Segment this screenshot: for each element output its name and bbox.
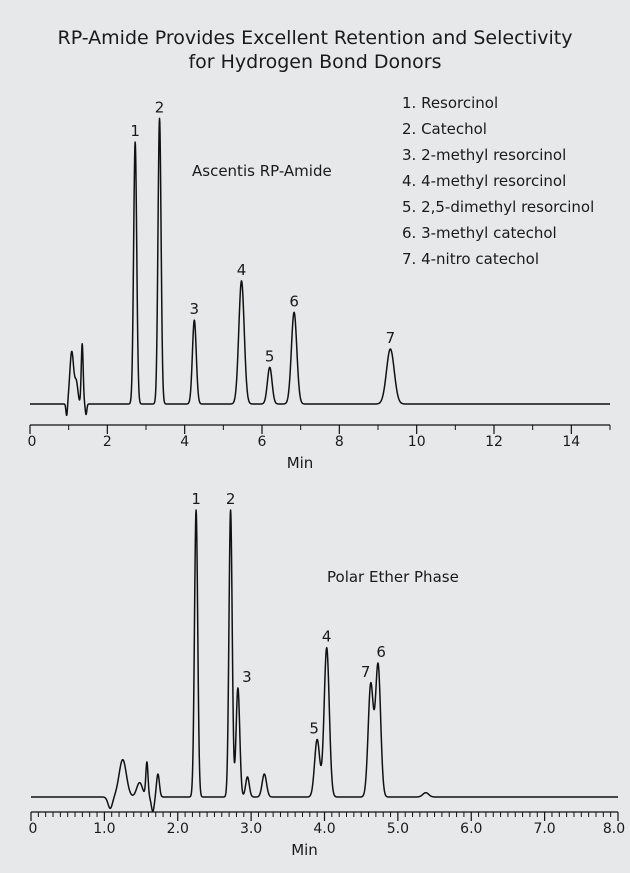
peak-label-2: 2 [155,98,165,116]
x-tick-label: 2 [103,434,112,450]
x-tick-label: 7.0 [533,821,555,837]
peak-label-2: 2 [226,490,236,508]
x-tick-label: 0 [29,821,38,837]
peak-label-4: 4 [237,261,247,279]
legend-item-5: 5. 2,5-dimethyl resorcinol [402,198,594,216]
legend-item-2: 2. Catechol [402,120,487,138]
legend-item-3: 3. 2-methyl resorcinol [402,146,566,164]
peak-legend: 1. Resorcinol 2. Catechol 3. 2-methyl re… [402,94,594,268]
x-tick-label: 0 [28,434,37,450]
peak-label-6: 6 [289,292,299,310]
legend-item-7: 7. 4-nitro catechol [402,250,539,268]
peak-label-3: 3 [190,300,200,318]
chromatogram-trace [29,117,611,417]
x-tick-label: 8.0 [603,821,625,837]
x-tick-label: 6.0 [460,821,482,837]
peak-label-4: 4 [322,628,332,646]
x-tick-label: 8 [335,434,344,450]
x-tick-label: 2.0 [167,821,189,837]
x-tick-label: 4 [180,434,189,450]
peak-label-3: 3 [242,668,252,686]
x-axis-label: Min [287,454,314,472]
x-tick-label: 12 [485,434,503,450]
title-line-2: for Hydrogen Bond Donors [188,51,442,73]
x-tick-label: 4.0 [313,821,335,837]
x-tick-label: 3.0 [240,821,262,837]
x-tick-label: 1.0 [93,821,115,837]
chromatogram-trace [30,509,619,813]
x-tick-label: 6 [258,434,267,450]
x-tick-label: 10 [408,434,426,450]
peak-label-7: 7 [361,663,371,681]
peak-label-6: 6 [376,643,386,661]
peak-label-1: 1 [191,490,201,508]
legend-item-6: 6. 3-methyl catechol [402,224,557,242]
x-tick-label: 5.0 [387,821,409,837]
peak-label-1: 1 [130,122,140,140]
legend-item-1: 1. Resorcinol [402,94,498,112]
x-tick-label: 14 [562,434,580,450]
figure-title: RP-Amide Provides Excellent Retention an… [0,26,630,74]
x-axis-label: Min [291,841,318,859]
peak-label-5: 5 [309,719,319,737]
chart-1-label: Ascentis RP-Amide [192,162,332,180]
legend-item-4: 4. 4-methyl resorcinol [402,172,566,190]
chart-2-label: Polar Ether Phase [327,568,459,586]
chart-polar-ether-phase: 1 2 3 5 4 76 0 1.0 2.0 3.0 4.0 5.0 6.0 7.0 8.0 Min [29,490,626,859]
peak-label-7: 7 [386,329,396,347]
title-line-1: RP-Amide Provides Excellent Retention an… [57,27,573,49]
peak-label-5: 5 [265,347,275,365]
